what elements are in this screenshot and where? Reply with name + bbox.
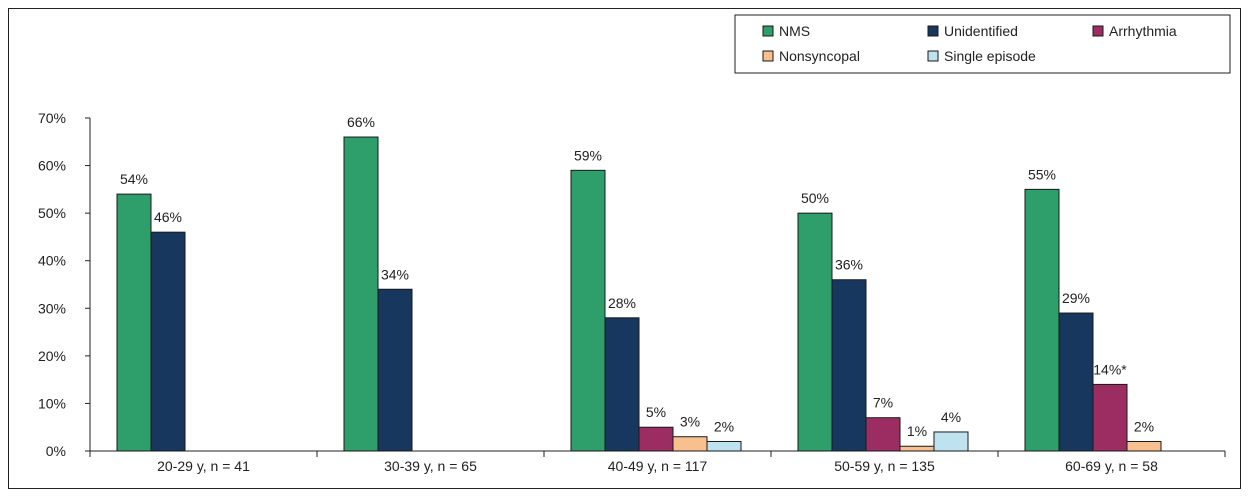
legend-label: Unidentified	[944, 23, 1018, 39]
y-tick-label: 30%	[38, 300, 66, 316]
data-label: 50%	[801, 190, 829, 206]
data-label: 1%	[907, 423, 927, 439]
x-tick-label: 50-59 y, n = 135	[834, 458, 935, 474]
bar	[570, 169, 606, 452]
legend-label: NMS	[779, 23, 810, 39]
legend-box	[734, 14, 1231, 74]
bar	[343, 136, 379, 452]
x-tick-label: 40-49 y, n = 117	[608, 458, 708, 474]
legend-label: Nonsyncopal	[779, 48, 860, 64]
y-tick-label: 20%	[38, 348, 66, 364]
data-label: 54%	[120, 171, 148, 187]
data-label: 2%	[714, 418, 734, 434]
data-label: 34%	[381, 266, 409, 282]
data-label: 59%	[574, 147, 602, 163]
y-tick-label: 0%	[46, 443, 66, 459]
bar	[933, 431, 969, 452]
legend-swatch	[762, 25, 774, 37]
bar	[604, 317, 640, 452]
bar	[672, 436, 708, 452]
x-tick-label: 30-39 y, n = 65	[384, 458, 477, 474]
bar	[377, 288, 413, 452]
bar	[150, 231, 186, 452]
bar	[865, 417, 901, 452]
data-label: 3%	[680, 414, 700, 430]
bar	[899, 445, 935, 452]
data-label: 14%*	[1093, 361, 1127, 377]
x-tick-label: 60-69 y, n = 58	[1065, 458, 1158, 474]
bar	[1092, 383, 1128, 452]
data-label: 2%	[1134, 418, 1154, 434]
y-tick-label: 70%	[38, 110, 66, 126]
legend-swatch	[1092, 25, 1104, 37]
legend-swatch	[927, 25, 939, 37]
data-label: 28%	[608, 295, 636, 311]
data-label: 46%	[154, 209, 182, 225]
bar	[1126, 440, 1162, 452]
bar	[831, 279, 867, 452]
legend-label: Arrhythmia	[1109, 23, 1177, 39]
data-label: 4%	[941, 409, 961, 425]
legend-swatch	[927, 50, 939, 62]
bar	[706, 440, 742, 452]
data-label: 36%	[835, 257, 863, 273]
bar	[638, 426, 674, 452]
bar	[1058, 312, 1094, 452]
y-tick-label: 40%	[38, 253, 66, 269]
y-tick-label: 60%	[38, 158, 66, 174]
x-tick-label: 20-29 y, n = 41	[157, 458, 250, 474]
y-tick-label: 50%	[38, 205, 66, 221]
chart-frame	[8, 8, 1241, 489]
bar	[797, 212, 833, 452]
data-label: 29%	[1062, 290, 1090, 306]
legend-label: Single episode	[944, 48, 1036, 64]
data-label: 55%	[1028, 166, 1056, 182]
data-label: 66%	[347, 114, 375, 130]
y-tick-label: 10%	[38, 395, 66, 411]
legend-swatch	[762, 50, 774, 62]
data-label: 7%	[873, 395, 893, 411]
bar	[116, 193, 152, 452]
data-label: 5%	[646, 404, 666, 420]
bar	[1024, 188, 1060, 452]
